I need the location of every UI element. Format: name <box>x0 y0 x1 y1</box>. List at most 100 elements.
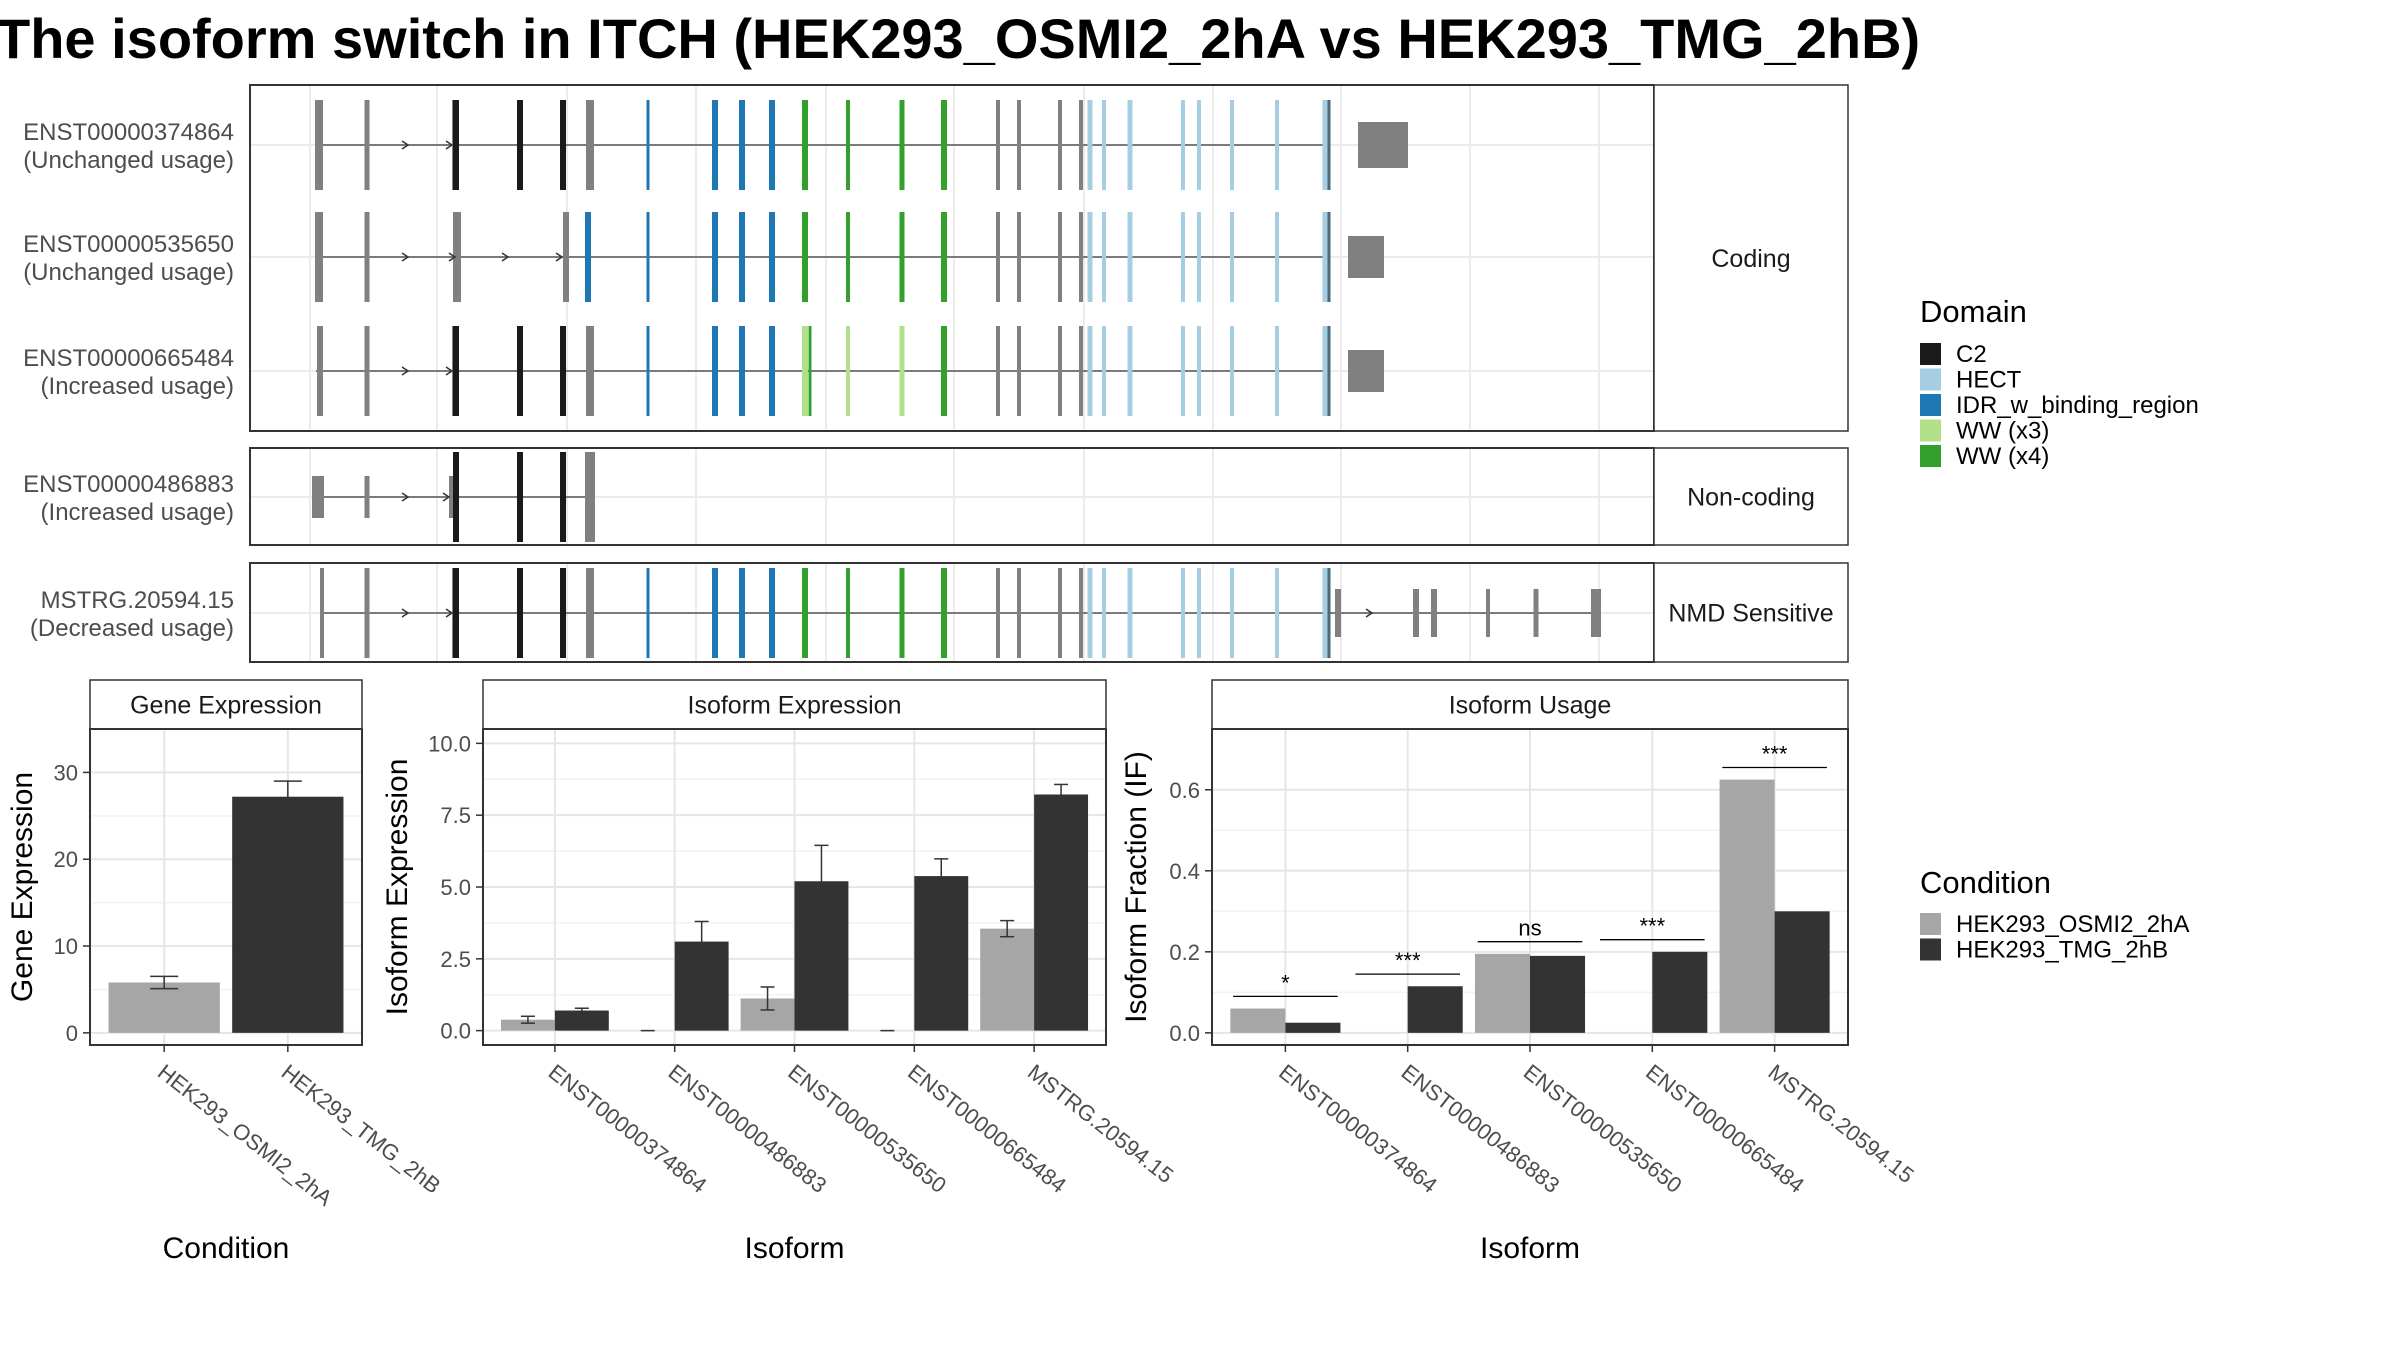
y-tick-label: 5.0 <box>440 875 471 900</box>
exon <box>941 212 947 302</box>
exon <box>1322 100 1328 190</box>
exon <box>739 100 745 190</box>
domain-legend-key <box>1920 368 1941 391</box>
significance-label: *** <box>1762 741 1788 766</box>
y-axis-title: Isoform Fraction (IF) <box>1120 751 1153 1023</box>
exon <box>1358 122 1408 168</box>
bar <box>1407 986 1463 1033</box>
y-tick-label: 30 <box>54 760 78 785</box>
panel-strip <box>1211 679 1849 730</box>
panel-border <box>89 728 363 1046</box>
exon <box>517 568 523 658</box>
exon <box>1079 326 1083 416</box>
exon <box>899 100 905 190</box>
direction-arrow <box>1365 608 1374 618</box>
exon <box>646 568 650 658</box>
exon <box>1087 100 1093 190</box>
transcript-id-label: ENST00000665484 <box>23 345 234 372</box>
exon <box>1197 100 1201 190</box>
exon <box>1058 568 1062 658</box>
direction-arrow <box>401 366 410 376</box>
exon <box>1102 568 1106 658</box>
y-axis-title: Gene Expression <box>6 772 39 1002</box>
domain-legend-label: WW (x4) <box>1956 443 2049 470</box>
panel-title: Gene Expression <box>130 692 322 720</box>
exon <box>1102 100 1106 190</box>
exon <box>453 568 459 658</box>
domain-legend-label: C2 <box>1956 341 1987 368</box>
exon <box>769 100 775 190</box>
exon <box>1348 236 1384 278</box>
facet-strip <box>1653 84 1849 432</box>
exon <box>517 452 523 542</box>
exon <box>1197 568 1201 658</box>
exon <box>586 100 594 190</box>
exon <box>364 568 370 658</box>
exon <box>899 568 905 658</box>
exon <box>1327 568 1331 658</box>
y-tick-label: 0.4 <box>1169 859 1200 884</box>
condition-legend-label: HEK293_TMG_2hB <box>1956 937 2168 964</box>
bar-panels: Gene Expression0102030HEK293_OSMI2_2hAHE… <box>6 679 1919 1265</box>
exon <box>1102 212 1106 302</box>
direction-arrow <box>401 140 410 150</box>
gene-structure-panel: Coding Non-coding NMD Sensitive ENST0000037… <box>23 84 1849 663</box>
bar <box>1474 953 1530 1033</box>
direction-arrow <box>555 252 564 262</box>
exon <box>1079 212 1083 302</box>
exon <box>517 100 523 190</box>
exon <box>1087 212 1093 302</box>
direction-arrow <box>445 366 454 376</box>
exon <box>996 100 1000 190</box>
domain-legend-label: WW (x3) <box>1956 418 2049 445</box>
exon <box>317 326 323 416</box>
bar <box>980 928 1035 1031</box>
domain-legend-label: IDR_w_binding_region <box>1956 392 2199 419</box>
exon <box>364 476 370 518</box>
significance-label: *** <box>1395 948 1421 973</box>
exon <box>1348 350 1384 392</box>
exon <box>846 100 850 190</box>
exon <box>312 476 324 518</box>
condition-legend-key <box>1920 913 1941 935</box>
exon <box>364 212 370 302</box>
exon <box>1102 326 1106 416</box>
bar <box>1652 951 1708 1033</box>
figure-title: The isoform switch in ITCH (HEK293_OSMI2… <box>0 7 1920 70</box>
exon <box>769 568 775 658</box>
panel-title: Isoform Expression <box>688 692 902 720</box>
direction-arrow <box>442 492 451 502</box>
exon <box>1327 326 1331 416</box>
exon <box>899 212 905 302</box>
exon <box>846 212 850 302</box>
exon <box>1079 568 1083 658</box>
exon <box>802 568 808 658</box>
y-tick-label: 10 <box>54 934 78 959</box>
direction-arrow <box>445 608 454 618</box>
direction-arrow <box>448 252 457 262</box>
exon <box>586 326 594 416</box>
exon <box>769 326 775 416</box>
exon <box>585 452 595 542</box>
domain-legend-key <box>1920 343 1941 365</box>
exon <box>560 326 566 416</box>
exon <box>769 212 775 302</box>
exon <box>1181 326 1185 416</box>
exon <box>1275 100 1279 190</box>
exon <box>1230 326 1234 416</box>
exon <box>1327 100 1331 190</box>
exon <box>1197 326 1201 416</box>
exon <box>712 212 718 302</box>
exon <box>1327 212 1331 302</box>
transcript-usage-label: (Increased usage) <box>41 373 234 400</box>
facet-strip-label: Coding <box>1711 245 1790 273</box>
exon <box>1017 212 1021 302</box>
exon <box>1275 568 1279 658</box>
exon <box>1591 589 1601 637</box>
exon <box>739 568 745 658</box>
transcript-usage-label: (Unchanged usage) <box>23 259 234 286</box>
direction-arrow <box>445 140 454 150</box>
bar <box>1774 911 1830 1033</box>
exon <box>560 568 566 658</box>
